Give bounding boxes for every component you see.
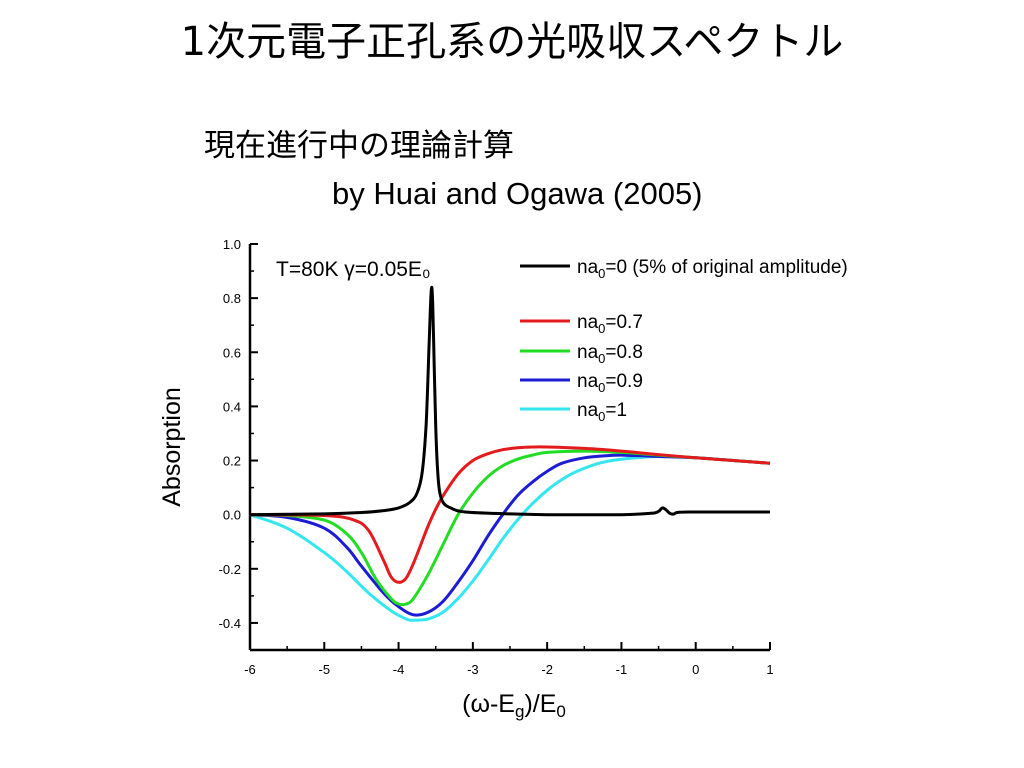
- x-tick-label: -5: [319, 662, 331, 677]
- legend-label: na0=0 (5% of original amplitude): [577, 257, 848, 281]
- legend-label-subscript: 0: [598, 321, 605, 336]
- chart-annotation: T=80K γ=0.05E₀: [276, 258, 431, 281]
- y-tick-label: 0.0: [223, 508, 241, 523]
- y-tick-label: 0.4: [223, 399, 241, 414]
- legend-label-part: =1: [605, 400, 627, 421]
- x-tick-label: -6: [244, 662, 256, 677]
- legend-label-part: na: [577, 342, 599, 363]
- series-line-1: [249, 445, 771, 584]
- legend-label: na0=0.9: [577, 371, 643, 395]
- axes: -6 -5 -4 -3 -2 -1 0 1 -0.4 -0.2 0.0 0.2 0.4 0.6 0.8 1.0: [219, 237, 774, 677]
- y-tick-label: -0.4: [219, 616, 241, 631]
- y-axis-label: Absorption: [158, 387, 186, 507]
- slide-credit: by Huai and Ogawa (2005): [332, 176, 703, 211]
- legend-label-part: =0.9: [605, 371, 643, 392]
- legend-label-part: =0.8: [605, 342, 643, 363]
- legend-label: na0=0.8: [577, 342, 643, 366]
- series-line-4: [249, 454, 771, 622]
- legend-label-part: na: [577, 400, 599, 421]
- x-axis-label-part: )/E: [524, 690, 556, 718]
- legend-label-part: =0.7: [605, 312, 643, 333]
- legend-label-subscript: 0: [598, 409, 605, 424]
- y-tick-label: 0.2: [223, 454, 241, 469]
- x-tick-label: -4: [393, 662, 405, 677]
- y-tick-label: 0.6: [223, 345, 241, 360]
- legend-label-subscript: 0: [598, 351, 605, 366]
- legend-label-part: na: [577, 371, 599, 392]
- series-line-3: [249, 453, 771, 617]
- x-tick-label: -3: [467, 662, 479, 677]
- y-tick-label: 1.0: [223, 237, 241, 252]
- slide-title: 1次元電子正孔系の光吸収スペクトル: [180, 19, 844, 65]
- slide-subtitle: 現在進行中の理論計算: [204, 128, 514, 164]
- legend-label-part: na: [577, 312, 599, 333]
- legend-label-part: =0 (5% of original amplitude): [605, 257, 847, 278]
- x-axis-label-subscript: 0: [556, 702, 565, 721]
- x-tick-label: -1: [616, 662, 628, 677]
- x-axis-label-part: (ω-E: [462, 690, 515, 718]
- x-tick-label: 0: [692, 662, 699, 677]
- x-axis-label-subscript: g: [515, 702, 524, 721]
- legend-label: na0=1: [577, 400, 627, 424]
- legend-label-subscript: 0: [598, 266, 605, 281]
- x-tick-label: -2: [541, 662, 553, 677]
- legend-label-subscript: 0: [598, 380, 605, 395]
- legend: na0=0 (5% of original amplitude)na0=0.7n…: [520, 257, 848, 424]
- x-tick-label: 1: [766, 662, 773, 677]
- series-group: [249, 285, 771, 622]
- series-line-0: [249, 285, 770, 517]
- legend-label-part: na: [577, 257, 599, 278]
- x-axis-label: (ω-Eg)/E0: [462, 690, 566, 721]
- legend-label: na0=0.7: [577, 312, 643, 336]
- y-tick-label: -0.2: [219, 562, 241, 577]
- y-tick-label: 0.8: [223, 291, 241, 306]
